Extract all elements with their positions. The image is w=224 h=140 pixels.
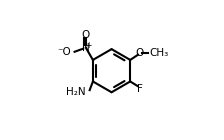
- Text: CH₃: CH₃: [150, 48, 169, 59]
- Text: ⁻O: ⁻O: [58, 47, 71, 57]
- Text: O: O: [82, 30, 90, 40]
- Text: F: F: [137, 84, 143, 94]
- Text: +: +: [85, 41, 91, 50]
- Text: N: N: [82, 43, 90, 53]
- Text: H₂N: H₂N: [66, 87, 86, 97]
- Text: O: O: [136, 48, 144, 59]
